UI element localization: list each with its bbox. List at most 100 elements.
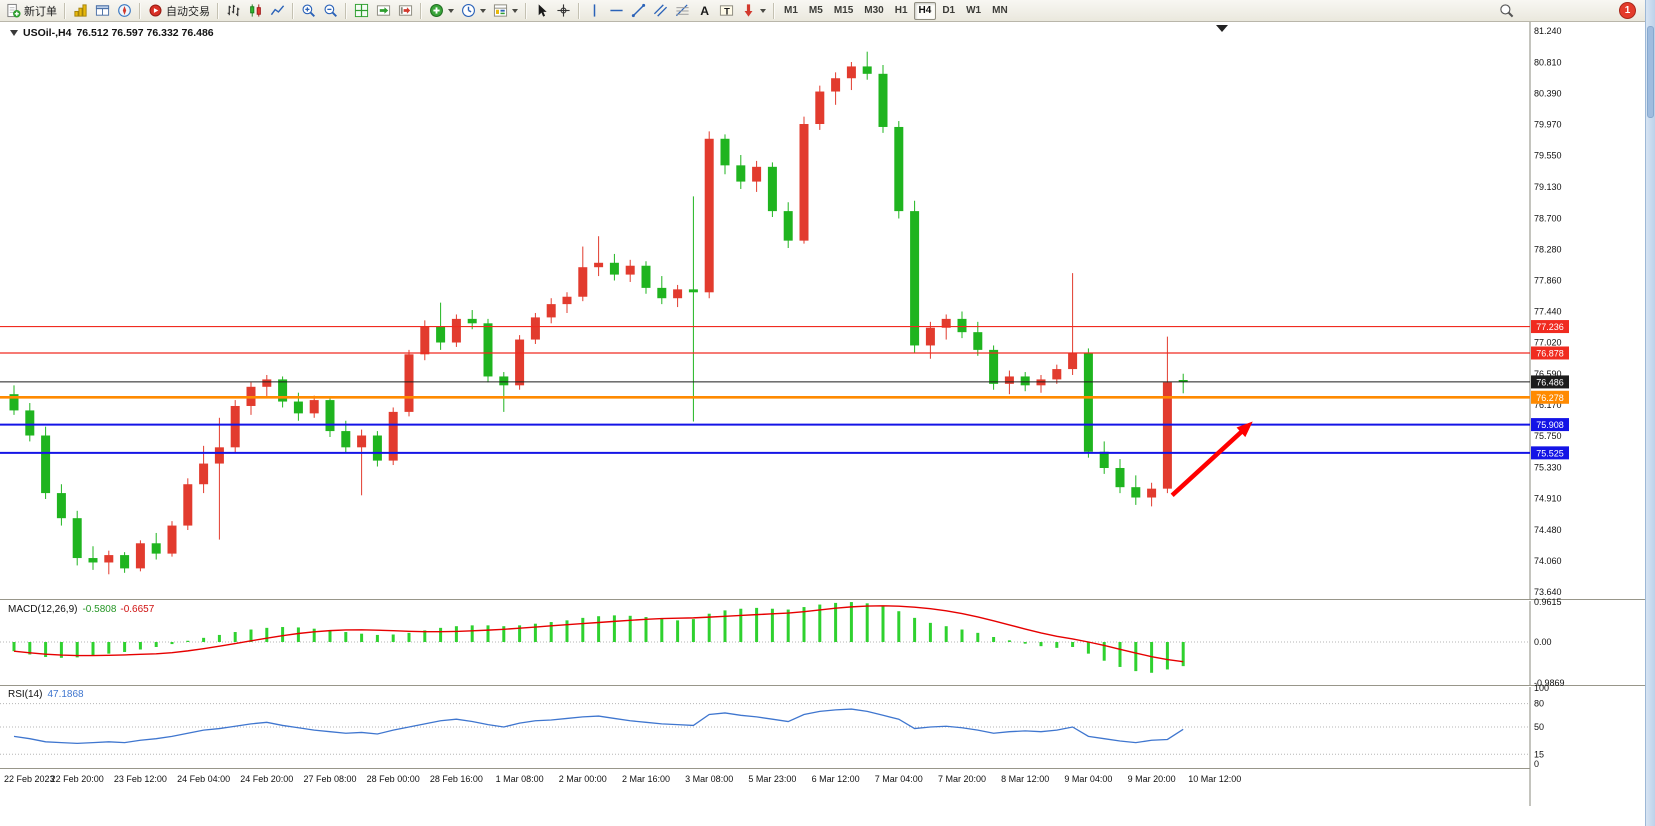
toolbar-separator: [139, 2, 141, 19]
text-button[interactable]: A: [694, 1, 715, 20]
arrows-icon: [744, 4, 753, 17]
price-badge-label: 76.486: [1536, 377, 1564, 387]
macd-scale-tick: 0.9615: [1534, 597, 1562, 607]
data-window-button[interactable]: [92, 1, 113, 20]
timeframe-button-m5[interactable]: M5: [804, 2, 828, 20]
timeframe-button-d1[interactable]: D1: [937, 2, 960, 20]
periods-button[interactable]: [458, 1, 489, 20]
trendline-button[interactable]: [628, 1, 649, 20]
vertical-line-button[interactable]: [584, 1, 605, 20]
scrollbar-thumb[interactable]: [1647, 26, 1654, 118]
search-button[interactable]: [1496, 1, 1517, 20]
price-tick: 77.440: [1534, 307, 1562, 317]
price-badge: [1531, 390, 1569, 404]
price-tick: 73.640: [1534, 587, 1562, 597]
timeframe-button-w1[interactable]: W1: [961, 2, 986, 20]
time-tick: 2 Mar 00:00: [559, 774, 607, 784]
candle: [799, 124, 809, 241]
dropdown-caret-icon: [760, 8, 766, 13]
candle: [1004, 376, 1014, 384]
macd-name: MACD(12,26,9): [8, 604, 78, 615]
macd-value: -0.5808: [82, 604, 117, 615]
text-label-button[interactable]: T: [716, 1, 737, 20]
indicators-button[interactable]: [426, 1, 457, 20]
time-tick: 9 Mar 20:00: [1128, 774, 1176, 784]
candles-layer: [9, 51, 1188, 575]
price-tick: 75.330: [1534, 462, 1562, 472]
candle: [846, 66, 856, 79]
auto-scroll-button[interactable]: [373, 1, 394, 20]
arrows-button[interactable]: [738, 1, 769, 20]
chart-shift-button[interactable]: [395, 1, 416, 20]
price-badge-label: 76.878: [1536, 348, 1564, 358]
price-line-76.878[interactable]: 76.878: [0, 346, 1569, 360]
candle: [878, 73, 888, 127]
line-chart-icon: [270, 5, 285, 16]
time-tick: 22 Feb 20:00: [51, 774, 104, 784]
price-tick: 80.810: [1534, 58, 1562, 68]
candle: [973, 332, 983, 350]
time-tick: 7 Mar 04:00: [875, 774, 923, 784]
market-watch-button[interactable]: [70, 1, 91, 20]
candle: [262, 379, 272, 387]
vertical-line-icon: [593, 4, 596, 17]
candle: [815, 91, 825, 125]
navigator-button[interactable]: [114, 1, 135, 20]
rsi-line: [13, 708, 1184, 745]
button-label: 新订单: [24, 5, 57, 18]
chart-shift-marker[interactable]: [1216, 25, 1228, 32]
zoom-in-button[interactable]: [298, 1, 319, 20]
crosshair-button[interactable]: [553, 1, 574, 20]
candle: [925, 327, 935, 346]
timeframe-button-h4[interactable]: H4: [913, 1, 937, 20]
price-line-76.278[interactable]: 76.278: [0, 390, 1569, 404]
timeframe-button-mn[interactable]: MN: [987, 2, 1013, 20]
candle: [120, 555, 130, 569]
price-badge: [1531, 375, 1569, 389]
fibonacci-button[interactable]: [672, 1, 693, 20]
timeframe-button-m1[interactable]: M1: [779, 2, 803, 20]
price-line-75.908[interactable]: 75.908: [0, 418, 1569, 432]
candle: [183, 484, 193, 526]
rsi-value: 47.1868: [47, 689, 84, 700]
trend-arrow[interactable]: [1170, 421, 1253, 497]
new-order-button[interactable]: 新订单: [3, 1, 60, 20]
horizontal-line-button[interactable]: [606, 1, 627, 20]
notification-badge[interactable]: 1: [1619, 2, 1636, 19]
candlestick-chart-button[interactable]: [245, 1, 266, 20]
equidistant-channel-button[interactable]: [650, 1, 671, 20]
autotrading-button[interactable]: 自动交易: [145, 1, 213, 20]
channel-icon: [653, 4, 668, 17]
bar-chart-button[interactable]: [223, 1, 244, 20]
candle: [515, 339, 525, 386]
candle: [720, 138, 730, 166]
candle: [609, 262, 619, 275]
svg-text:A: A: [700, 4, 709, 18]
price-line-77.236[interactable]: 77.236: [0, 320, 1569, 334]
bar-chart-icon: [227, 4, 240, 17]
ohlc-values: 76.512 76.597 76.332 76.486: [76, 27, 214, 39]
candle: [41, 435, 51, 494]
one-click-trading-icon[interactable]: [10, 30, 18, 36]
price-tick: 74.480: [1534, 525, 1562, 535]
candle: [767, 166, 777, 212]
toolbar-separator: [217, 2, 219, 19]
zoom-out-icon: [324, 4, 337, 17]
tile-windows-button[interactable]: [351, 1, 372, 20]
timeframe-button-m30[interactable]: M30: [859, 2, 888, 20]
zoom-out-button[interactable]: [320, 1, 341, 20]
price-line-76.486[interactable]: 76.486: [0, 375, 1569, 389]
timeframe-button-h1[interactable]: H1: [890, 2, 913, 20]
chart-canvas[interactable]: 81.240 80.810 80.390 79.970 79.550 79.130 78.7…: [0, 22, 1645, 826]
time-tick: 23 Feb 12:00: [114, 774, 167, 784]
toolbar-separator: [773, 2, 775, 19]
templates-button[interactable]: [490, 1, 521, 20]
cursor-button[interactable]: [531, 1, 552, 20]
price-line-75.525[interactable]: 75.525: [0, 446, 1569, 460]
candle: [293, 401, 303, 414]
candle: [736, 165, 746, 182]
timeframe-button-m15[interactable]: M15: [829, 2, 858, 20]
line-chart-button[interactable]: [267, 1, 288, 20]
vertical-scrollbar[interactable]: [1645, 0, 1655, 826]
fibonacci-icon: [675, 4, 689, 17]
